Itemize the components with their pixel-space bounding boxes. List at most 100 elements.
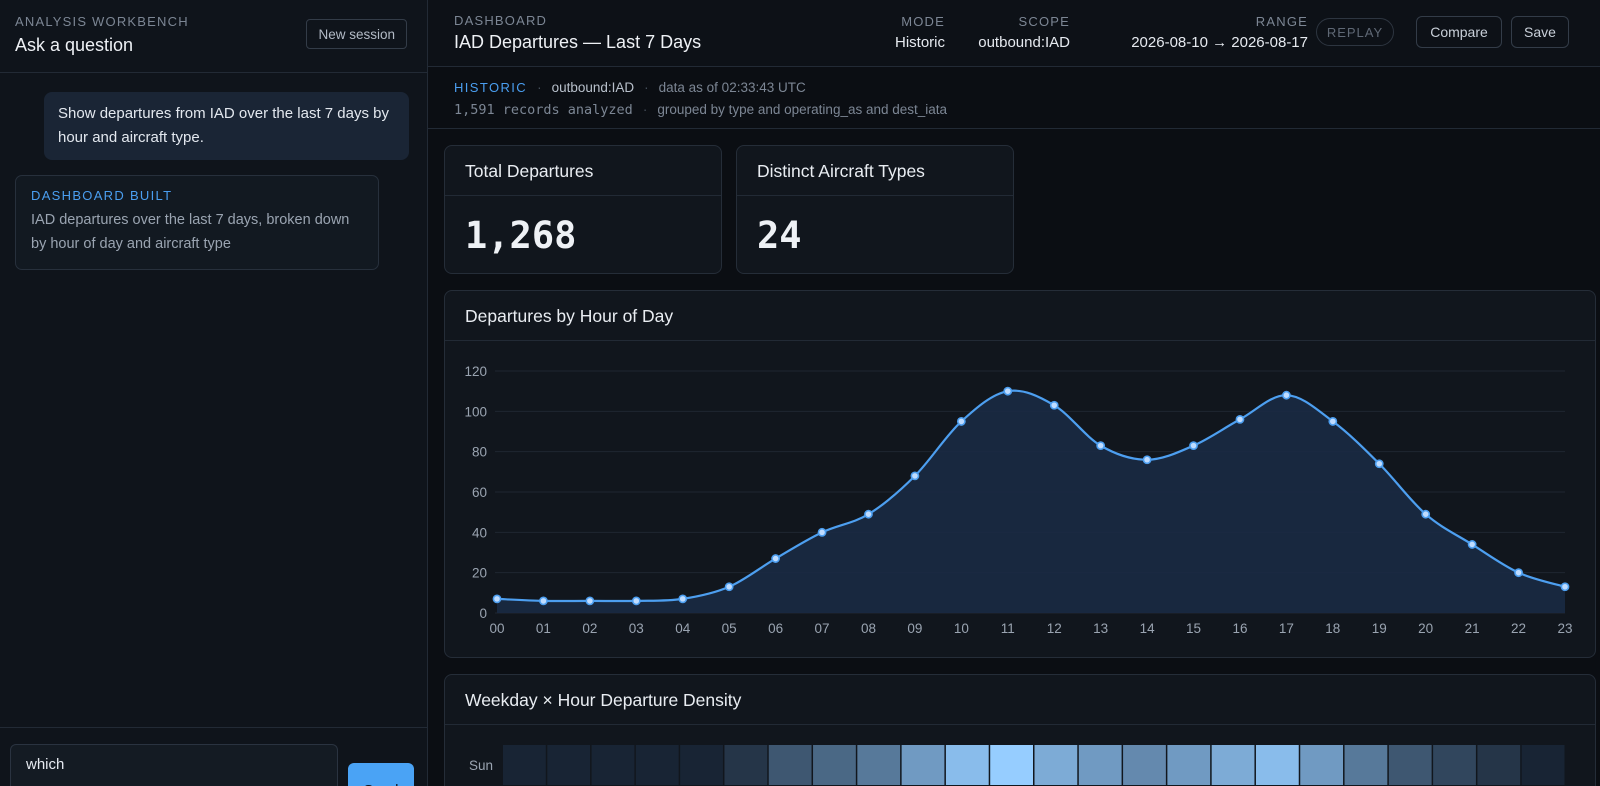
query-info-bar: HISTORIC · outbound:IAD · data as of 02:… xyxy=(428,67,1600,129)
data-point[interactable] xyxy=(1142,455,1152,465)
send-button[interactable]: Send xyxy=(348,763,414,786)
heatmap-cell[interactable] xyxy=(1433,745,1476,785)
data-point[interactable] xyxy=(539,596,548,606)
data-point[interactable] xyxy=(1421,509,1431,519)
records-analyzed: 1,591 records analyzed xyxy=(454,102,633,118)
chat-panel: ANALYSIS WORKBENCH Ask a question New se… xyxy=(0,0,428,786)
x-tick-label: 19 xyxy=(1372,621,1387,636)
x-tick-label: 06 xyxy=(768,621,783,636)
heatmap-row-label: Sun xyxy=(469,758,493,773)
data-point[interactable] xyxy=(1049,400,1059,410)
heatmap-cell[interactable] xyxy=(1477,745,1521,785)
heatmap-cell[interactable] xyxy=(813,745,856,785)
data-point[interactable] xyxy=(1096,441,1106,451)
data-point[interactable] xyxy=(1467,540,1477,549)
mode-value: Historic xyxy=(894,34,945,51)
data-point[interactable] xyxy=(1560,582,1570,592)
separator-dot: · xyxy=(642,102,648,117)
heatmap-cell[interactable] xyxy=(680,745,723,785)
compare-button[interactable]: Compare xyxy=(1416,16,1502,48)
range-meta: RANGE 2026-08-10 → 2026-08-17 xyxy=(1131,14,1308,51)
area-fill xyxy=(497,390,1565,613)
data-point[interactable] xyxy=(1235,415,1245,424)
scope-meta: SCOPE outbound:IAD xyxy=(978,14,1070,51)
heatmap-cell[interactable] xyxy=(857,745,901,785)
heatmap-cell[interactable] xyxy=(945,745,989,785)
heatmap-cell[interactable] xyxy=(591,745,635,785)
x-tick-label: 09 xyxy=(907,621,922,636)
scope-label: SCOPE xyxy=(1018,14,1070,29)
data-point[interactable] xyxy=(631,596,641,606)
data-point[interactable] xyxy=(585,596,595,606)
heatmap-cell[interactable] xyxy=(724,745,768,785)
workbench-kicker: ANALYSIS WORKBENCH xyxy=(15,14,189,29)
heatmap-cell[interactable] xyxy=(768,745,812,785)
kpi-label: Total Departures xyxy=(445,146,721,196)
data-point[interactable] xyxy=(724,582,734,592)
heatmap-cell[interactable] xyxy=(1078,745,1122,785)
data-point[interactable] xyxy=(1189,441,1198,451)
x-tick-label: 16 xyxy=(1232,621,1247,636)
heatmap-cell[interactable] xyxy=(1255,745,1299,785)
data-point[interactable] xyxy=(492,594,502,604)
info-scope: outbound:IAD xyxy=(551,80,635,95)
x-tick-label: 14 xyxy=(1140,621,1156,636)
save-button[interactable]: Save xyxy=(1511,16,1569,48)
dashboard-title: IAD Departures — Last 7 Days xyxy=(454,32,702,52)
data-point[interactable] xyxy=(864,509,873,519)
range-label: RANGE xyxy=(1255,14,1308,29)
heatmap-cell[interactable] xyxy=(635,745,679,785)
chat-header: ANALYSIS WORKBENCH Ask a question New se… xyxy=(0,0,427,73)
heatmap-cell[interactable] xyxy=(547,745,591,785)
info-line-2: 1,591 records analyzed · grouped by type… xyxy=(454,102,947,118)
heatmap-cell[interactable] xyxy=(1123,745,1166,785)
data-point[interactable] xyxy=(910,471,920,481)
heatmap-cell[interactable] xyxy=(1388,745,1432,785)
y-tick-label: 0 xyxy=(479,606,487,621)
heatmap-cell[interactable] xyxy=(1344,745,1388,785)
replay-button[interactable]: REPLAY xyxy=(1316,18,1394,46)
x-tick-label: 18 xyxy=(1325,621,1340,636)
chart-title: Weekday × Hour Departure Density xyxy=(445,675,1595,725)
x-tick-label: 07 xyxy=(815,621,830,636)
chart-title: Departures by Hour of Day xyxy=(445,291,1595,341)
heatmap-cell[interactable] xyxy=(901,745,945,785)
x-tick-label: 00 xyxy=(489,621,504,636)
heatmap-cell[interactable] xyxy=(990,745,1033,785)
chat-title: Ask a question xyxy=(15,35,134,55)
kpi-label: Distinct Aircraft Types xyxy=(737,146,1013,196)
x-tick-label: 03 xyxy=(629,621,644,636)
y-tick-label: 40 xyxy=(472,525,487,540)
y-tick-label: 20 xyxy=(472,566,487,581)
mode-meta: MODE Historic xyxy=(895,14,945,51)
heatmap-cell[interactable] xyxy=(1211,745,1255,785)
heatmap-cell[interactable] xyxy=(503,745,546,785)
data-point[interactable] xyxy=(1374,459,1384,469)
heatmap-cell[interactable] xyxy=(1167,745,1211,785)
composer: which Send xyxy=(0,727,428,786)
data-point[interactable] xyxy=(1328,417,1338,426)
heatmap-cell[interactable] xyxy=(1300,745,1344,785)
user-message: Show departures from IAD over the last 7… xyxy=(44,92,409,160)
data-point[interactable] xyxy=(817,527,827,537)
kpi-card-total-departures: Total Departures 1,268 xyxy=(444,145,722,274)
scope-value: outbound:IAD xyxy=(978,34,1070,51)
data-point[interactable] xyxy=(1003,386,1013,396)
x-tick-label: 21 xyxy=(1465,621,1480,636)
heatmap-cell[interactable] xyxy=(1521,745,1565,785)
x-tick-label: 12 xyxy=(1047,621,1062,636)
question-input[interactable]: which xyxy=(10,744,338,786)
heatmap-cell[interactable] xyxy=(1034,745,1078,785)
data-point[interactable] xyxy=(1514,568,1523,578)
x-tick-label: 15 xyxy=(1186,621,1201,636)
dashboard-main: DASHBOARD IAD Departures — Last 7 Days M… xyxy=(428,0,1600,786)
kpi-value: 1,268 xyxy=(465,214,577,257)
new-session-button[interactable]: New session xyxy=(306,19,407,49)
data-as-of: data as of 02:33:43 UTC xyxy=(658,80,806,95)
data-point[interactable] xyxy=(678,594,688,604)
data-point[interactable] xyxy=(956,417,966,426)
data-point[interactable] xyxy=(1281,390,1291,400)
data-point[interactable] xyxy=(771,554,781,563)
system-message-kicker: DASHBOARD BUILT xyxy=(31,188,173,203)
